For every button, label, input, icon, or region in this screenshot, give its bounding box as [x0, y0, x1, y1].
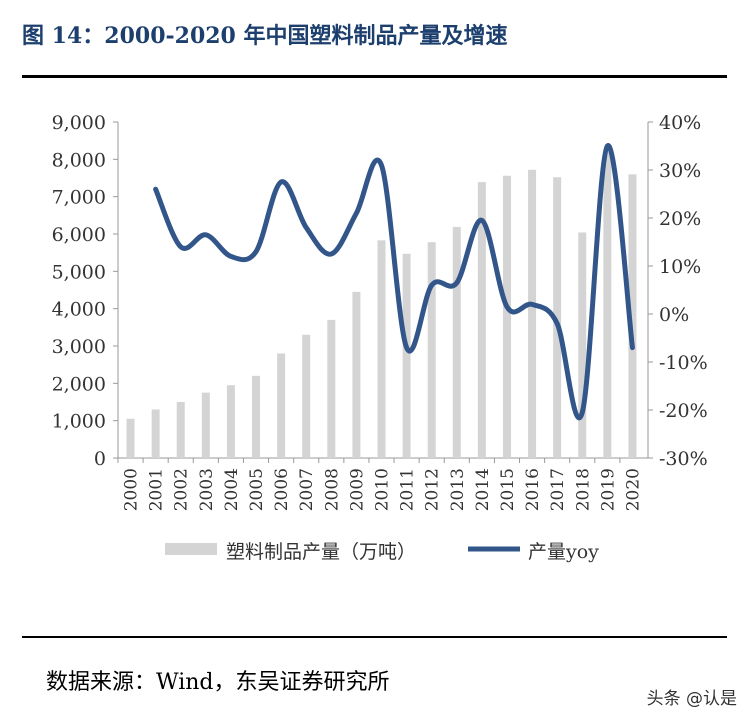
- legend-line-label: 产量yoy: [528, 541, 599, 563]
- left-tick-label: 0: [94, 448, 106, 470]
- bar: [226, 385, 235, 458]
- legend-bar-label: 塑料制品产量（万吨）: [226, 541, 416, 563]
- x-tick-label: 2002: [172, 468, 192, 511]
- x-tick-label: 2004: [222, 468, 242, 511]
- bar: [603, 152, 612, 459]
- right-tick-label: 10%: [659, 256, 701, 278]
- watermark: 头条 @认是: [646, 689, 737, 709]
- bar: [553, 177, 562, 458]
- bar: [252, 375, 261, 458]
- left-tick-label: 1,000: [52, 411, 106, 433]
- x-tick-label: 2017: [548, 468, 568, 511]
- bar: [477, 182, 486, 458]
- x-tick-label: 2001: [147, 468, 167, 511]
- left-tick-label: 6,000: [52, 224, 106, 246]
- bar: [126, 418, 135, 458]
- bar: [427, 242, 436, 458]
- bar: [578, 232, 587, 458]
- x-tick-label: 2019: [598, 468, 618, 511]
- x-tick-label: 2000: [122, 468, 142, 511]
- right-tick-label: 40%: [659, 112, 701, 134]
- x-tick-label: 2011: [398, 468, 418, 511]
- bar: [528, 169, 537, 458]
- x-tick-label: 2016: [523, 468, 543, 511]
- bars: [126, 152, 637, 459]
- bar: [151, 409, 160, 458]
- right-tick-label: 20%: [659, 208, 701, 230]
- left-tick-label: 4,000: [52, 299, 106, 321]
- yoy-line: [153, 143, 635, 421]
- left-tick-label: 5,000: [52, 261, 106, 283]
- chart: 0 1,000 2,000 3,000 4,000 5,000 6,000 7,000 8,00…: [52, 112, 708, 563]
- axes: 0 1,000 2,000 3,000 4,000 5,000 6,000 7,000 8,00…: [52, 112, 708, 511]
- bar: [176, 402, 185, 458]
- bar: [327, 319, 336, 458]
- bar: [502, 175, 511, 458]
- bar: [452, 226, 461, 458]
- bar: [628, 174, 637, 458]
- yoy-line-path: [153, 143, 635, 421]
- left-tick-label: 7,000: [52, 187, 106, 209]
- left-tick-label: 3,000: [52, 336, 106, 358]
- bar: [277, 353, 286, 458]
- source-note: 数据来源：Wind，东吴证券研究所: [46, 670, 390, 695]
- x-tick-label: 2008: [322, 468, 342, 511]
- x-tick-label: 2015: [498, 468, 518, 511]
- chart-title: 图 14：2000-2020 年中国塑料制品产量及增速: [22, 23, 508, 49]
- bar: [302, 334, 311, 458]
- x-tick-label: 2010: [373, 468, 393, 511]
- x-tick-label: 2013: [448, 468, 468, 511]
- legend: 塑料制品产量（万吨） 产量yoy: [165, 541, 599, 563]
- legend-bar-swatch: [165, 543, 217, 555]
- bottom-divider: [22, 636, 727, 638]
- right-tick-label: 30%: [659, 160, 701, 182]
- x-tick-label: 2012: [423, 468, 443, 511]
- x-tick-label: 2007: [297, 468, 317, 511]
- top-divider: [22, 75, 727, 78]
- x-tick-label: 2006: [272, 468, 292, 511]
- x-tick-label: 2003: [197, 468, 217, 511]
- right-tick-label: 0%: [659, 304, 689, 326]
- left-tick-label: 8,000: [52, 149, 106, 171]
- x-tick-label: 2009: [347, 468, 367, 511]
- left-tick-label: 9,000: [52, 112, 106, 134]
- left-tick-label: 2,000: [52, 373, 106, 395]
- right-tick-label: -30%: [659, 448, 708, 470]
- x-tick-label: 2020: [623, 468, 643, 511]
- x-tick-label: 2018: [573, 468, 593, 511]
- bar: [402, 253, 411, 458]
- bar: [352, 291, 361, 458]
- bar: [201, 392, 210, 458]
- bar: [377, 240, 386, 458]
- x-tick-label: 2014: [473, 468, 493, 511]
- right-tick-label: -20%: [659, 400, 708, 422]
- x-tick-label: 2005: [247, 468, 267, 511]
- right-tick-label: -10%: [659, 352, 708, 374]
